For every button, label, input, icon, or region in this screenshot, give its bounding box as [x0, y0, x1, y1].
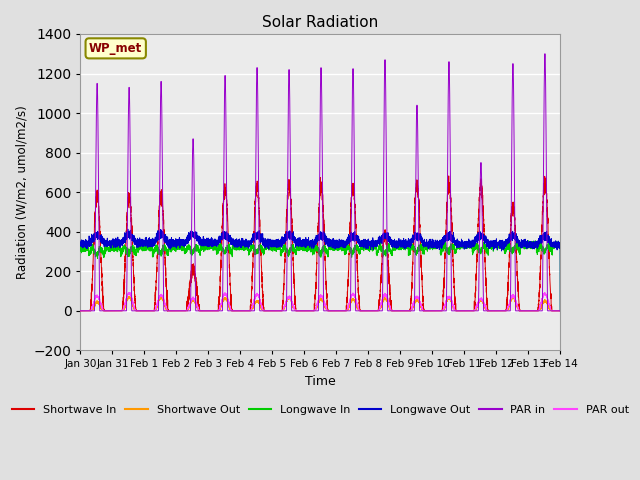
Longwave In — [490, 238, 498, 243]
Line: Shortwave Out: Shortwave Out — [81, 297, 560, 311]
Longwave In — [556, 308, 564, 314]
Shortwave Out — [428, 308, 435, 314]
Shortwave Out — [536, 306, 544, 312]
Shortwave In — [77, 308, 84, 314]
Line: Shortwave In: Shortwave In — [81, 176, 560, 311]
PAR out — [556, 308, 564, 314]
Y-axis label: Radiation (W/m2, umol/m2/s): Radiation (W/m2, umol/m2/s) — [15, 105, 28, 279]
PAR out — [441, 302, 449, 308]
PAR in — [531, 308, 538, 314]
Longwave Out — [556, 308, 564, 314]
Shortwave Out — [157, 294, 164, 300]
Longwave In — [536, 243, 544, 249]
PAR out — [240, 308, 248, 314]
Shortwave Out — [531, 308, 538, 314]
PAR in — [541, 51, 548, 57]
PAR out — [536, 303, 544, 309]
Longwave Out — [531, 240, 538, 246]
Shortwave In — [556, 308, 564, 314]
Line: PAR out: PAR out — [81, 292, 560, 311]
PAR out — [428, 308, 435, 314]
PAR in — [428, 308, 435, 314]
Longwave Out — [536, 232, 544, 238]
Shortwave In — [239, 308, 247, 314]
PAR out — [304, 308, 312, 314]
PAR out — [77, 308, 84, 314]
Longwave Out — [428, 241, 435, 247]
Shortwave In — [441, 260, 449, 265]
Shortwave Out — [77, 308, 84, 314]
Shortwave In — [304, 308, 312, 314]
PAR in — [239, 308, 247, 314]
Line: Longwave In: Longwave In — [81, 240, 560, 311]
Shortwave Out — [304, 308, 312, 314]
Shortwave In — [445, 173, 452, 179]
Longwave In — [239, 244, 247, 250]
Longwave In — [441, 240, 449, 246]
PAR out — [125, 289, 133, 295]
Shortwave In — [428, 308, 435, 314]
Longwave Out — [124, 226, 132, 232]
Shortwave In — [536, 271, 544, 277]
PAR in — [304, 308, 312, 314]
PAR in — [556, 308, 564, 314]
Title: Solar Radiation: Solar Radiation — [262, 15, 378, 30]
PAR in — [536, 308, 544, 314]
Legend: Shortwave In, Shortwave Out, Longwave In, Longwave Out, PAR in, PAR out: Shortwave In, Shortwave Out, Longwave In… — [8, 400, 633, 419]
Shortwave In — [531, 308, 538, 314]
Longwave In — [531, 244, 538, 250]
PAR out — [531, 308, 538, 314]
Longwave Out — [240, 240, 248, 246]
PAR in — [77, 308, 84, 314]
Longwave In — [304, 249, 312, 255]
Text: WP_met: WP_met — [89, 42, 142, 55]
Line: PAR in: PAR in — [81, 54, 560, 311]
Shortwave Out — [441, 305, 449, 311]
Longwave In — [428, 243, 435, 249]
PAR in — [441, 308, 449, 314]
Longwave Out — [441, 237, 449, 243]
Shortwave Out — [556, 308, 564, 314]
X-axis label: Time: Time — [305, 375, 336, 388]
Shortwave Out — [240, 308, 248, 314]
Longwave Out — [304, 242, 312, 248]
Longwave In — [77, 248, 84, 253]
Longwave Out — [77, 241, 84, 247]
Line: Longwave Out: Longwave Out — [81, 229, 560, 311]
